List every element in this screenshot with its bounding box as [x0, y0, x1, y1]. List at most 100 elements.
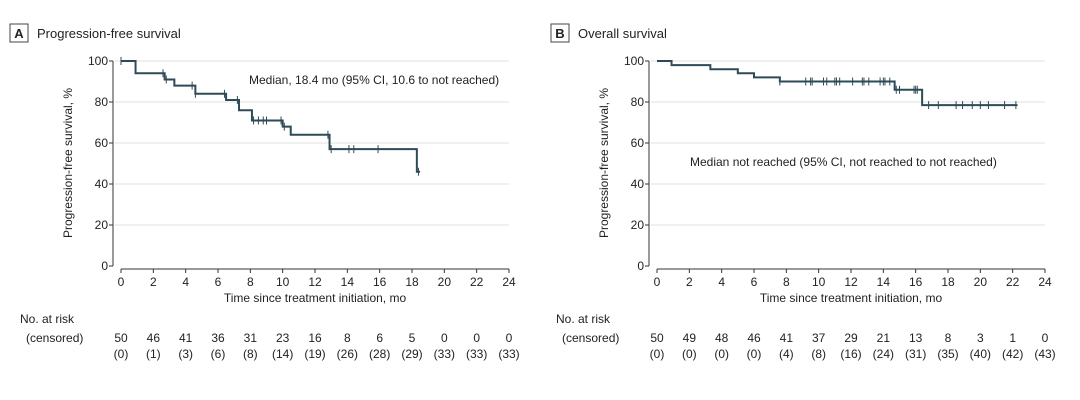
risk-censored-value: (28): [369, 347, 390, 361]
risk-censored-value: (42): [1002, 347, 1023, 361]
y-tick-label: 0: [637, 259, 644, 273]
risk-censored-value: (29): [401, 347, 422, 361]
risk-at-risk-value: 41: [179, 331, 193, 345]
risk-censored-value: (4): [779, 347, 794, 361]
x-tick-label: 4: [718, 275, 725, 289]
risk-at-risk-value: 31: [244, 331, 258, 345]
x-tick-label: 14: [341, 275, 355, 289]
x-tick-label: 2: [150, 275, 157, 289]
risk-censored-value: (35): [937, 347, 958, 361]
risk-at-risk-value: 8: [344, 331, 351, 345]
risk-at-risk-value: 8: [945, 331, 952, 345]
y-tick-label: 100: [624, 54, 644, 68]
risk-censored-value: (3): [178, 347, 193, 361]
risk-at-risk-value: 50: [114, 331, 128, 345]
x-tick-label: 24: [1038, 275, 1052, 289]
risk-censored-value: (8): [243, 347, 258, 361]
risk-at-risk-value: 36: [211, 331, 225, 345]
risk-censored-value: (43): [1034, 347, 1055, 361]
median-annotation: Median, 18.4 mo (95% CI, 10.6 to not rea…: [249, 73, 499, 87]
x-tick-label: 16: [909, 275, 923, 289]
risk-at-risk-value: 23: [276, 331, 290, 345]
y-tick-label: 0: [101, 259, 108, 273]
risk-censored-value: (31): [905, 347, 926, 361]
x-tick-label: 20: [974, 275, 988, 289]
x-axis-title: Time since treatment initiation, mo: [224, 291, 407, 305]
risk-at-risk-value: 6: [376, 331, 383, 345]
panel-a-progression-free-survival: A Progression-free survival Progression-…: [9, 23, 520, 361]
risk-at-risk-value: 3: [977, 331, 984, 345]
y-tick-label: 20: [95, 218, 109, 232]
risk-at-risk-value: 46: [147, 331, 161, 345]
risk-censored-value: (0): [650, 347, 665, 361]
x-tick-label: 16: [373, 275, 387, 289]
y-axis-title: Progression-free survival, %: [61, 88, 75, 238]
panel-letter: B: [555, 26, 564, 41]
risk-censored-value: (33): [434, 347, 455, 361]
x-tick-label: 6: [751, 275, 758, 289]
x-tick-label: 18: [941, 275, 955, 289]
risk-at-risk-value: 49: [683, 331, 697, 345]
y-tick-label: 40: [631, 177, 645, 191]
risk-censored-value: (8): [811, 347, 826, 361]
y-tick-label: 60: [95, 136, 109, 150]
km-curve: [657, 60, 1018, 107]
median-annotation: Median not reached (95% CI, not reached …: [690, 155, 997, 169]
risk-at-risk-value: 21: [877, 331, 891, 345]
y-tick-label: 80: [631, 95, 645, 109]
x-tick-label: 0: [118, 275, 125, 289]
x-axis-title: Time since treatment initiation, mo: [760, 291, 943, 305]
panel-letter: A: [14, 26, 24, 41]
risk-censored-value: (26): [337, 347, 358, 361]
y-tick-label: 60: [631, 136, 645, 150]
risk-censored-value: (33): [466, 347, 487, 361]
y-axis-title: Progression-free survival, %: [597, 88, 611, 238]
risk-censored-value: (0): [114, 347, 129, 361]
risk-censored-value: (0): [714, 347, 729, 361]
panel-b-overall-survival: B Overall survival Progression-free surv…: [550, 23, 1056, 361]
km-curve: [121, 60, 421, 173]
y-tick-label: 100: [88, 54, 108, 68]
y-tick-label: 40: [95, 177, 109, 191]
panel-title: Progression-free survival: [37, 26, 181, 41]
x-tick-label: 14: [877, 275, 891, 289]
risk-at-risk-value: 13: [909, 331, 923, 345]
risk-table-subheader: (censored): [562, 331, 619, 345]
risk-table-header: No. at risk: [20, 312, 75, 326]
x-tick-label: 12: [844, 275, 858, 289]
risk-at-risk-value: 48: [715, 331, 729, 345]
risk-censored-value: (6): [211, 347, 226, 361]
panel-letter-box: [550, 23, 570, 43]
risk-censored-value: (33): [498, 347, 519, 361]
y-tick-label: 80: [95, 95, 109, 109]
risk-at-risk-value: 50: [650, 331, 664, 345]
x-tick-label: 8: [247, 275, 254, 289]
x-tick-label: 24: [502, 275, 516, 289]
x-tick-label: 12: [308, 275, 322, 289]
risk-censored-value: (14): [272, 347, 293, 361]
risk-at-risk-value: 0: [441, 331, 448, 345]
panel-title: Overall survival: [578, 26, 667, 41]
risk-at-risk-value: 0: [473, 331, 480, 345]
x-tick-label: 6: [215, 275, 222, 289]
x-tick-label: 10: [276, 275, 290, 289]
risk-table-header: No. at risk: [556, 312, 611, 326]
risk-censored-value: (40): [970, 347, 991, 361]
x-tick-label: 22: [470, 275, 484, 289]
x-tick-label: 22: [1006, 275, 1020, 289]
x-tick-label: 10: [812, 275, 826, 289]
risk-at-risk-value: 41: [780, 331, 794, 345]
risk-censored-value: (1): [146, 347, 161, 361]
risk-at-risk-value: 0: [1042, 331, 1049, 345]
risk-censored-value: (24): [873, 347, 894, 361]
x-tick-label: 18: [405, 275, 419, 289]
x-tick-label: 0: [654, 275, 661, 289]
risk-censored-value: (0): [682, 347, 697, 361]
risk-at-risk-value: 1: [1009, 331, 1016, 345]
risk-censored-value: (16): [840, 347, 861, 361]
risk-at-risk-value: 46: [747, 331, 761, 345]
risk-at-risk-value: 0: [506, 331, 513, 345]
x-tick-label: 4: [182, 275, 189, 289]
panel-letter-box: [9, 23, 29, 43]
